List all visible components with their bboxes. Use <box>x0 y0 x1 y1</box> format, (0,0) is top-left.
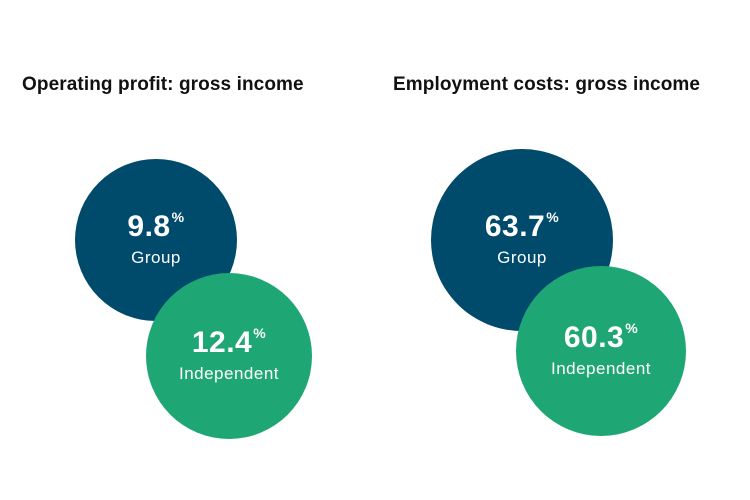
employment-costs-independent-unit: % <box>625 320 639 336</box>
operating-profit-independent-unit: % <box>253 325 267 341</box>
operating-profit-panel: Operating profit: gross income 9.8% Grou… <box>22 74 312 439</box>
operating-profit-independent-label: Independent <box>178 364 280 383</box>
employment-costs-independent-number: 60.3 <box>563 321 625 354</box>
operating-profit-group-value: 9.8% <box>127 209 185 243</box>
employment-costs-independent-bubble: 60.3% Independent <box>516 266 686 436</box>
operating-profit-independent-number: 12.4 <box>191 326 253 359</box>
employment-costs-group-unit: % <box>546 209 560 225</box>
operating-profit-group-bubble: 9.8% Group <box>75 159 237 321</box>
operating-profit-independent-bubble: 12.4% Independent <box>146 273 312 439</box>
employment-costs-panel: Employment costs: gross income 63.7% Gro… <box>375 0 750 500</box>
employment-costs-independent-value: 60.3% <box>563 320 639 354</box>
operating-profit-independent-value: 12.4% <box>191 325 267 359</box>
operating-profit-group-unit: % <box>171 209 185 225</box>
employment-costs-independent-label: Independent <box>550 359 652 378</box>
employment-costs-group-number: 63.7 <box>484 210 546 243</box>
operating-profit-group-number: 9.8 <box>127 210 171 243</box>
operating-profit-group-label: Group <box>131 248 181 267</box>
employment-costs-title: Employment costs: gross income <box>393 74 701 95</box>
employment-costs-group-label: Group <box>497 248 547 267</box>
employment-costs-group-value: 63.7% <box>484 209 560 243</box>
operating-profit-title: Operating profit: gross income <box>22 74 304 95</box>
